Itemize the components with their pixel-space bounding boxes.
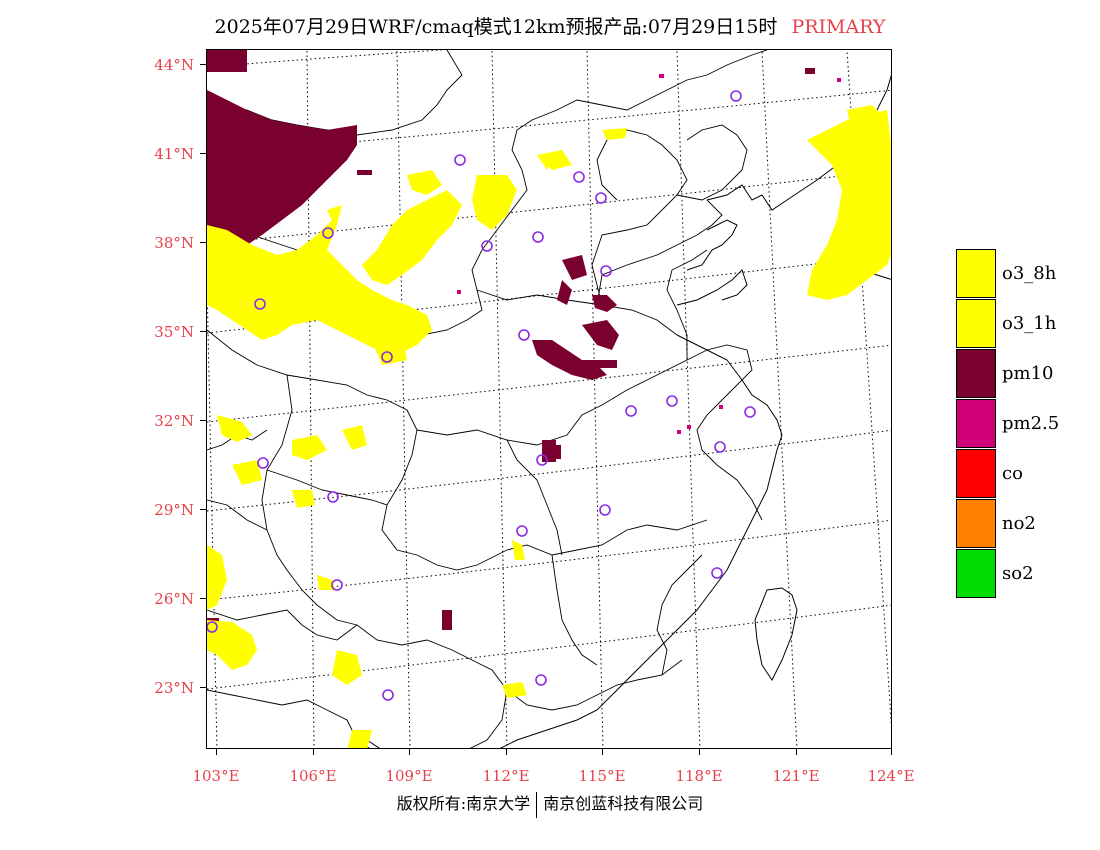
graticule (207, 50, 891, 748)
legend-label: pm10 (1002, 363, 1054, 384)
lon-tick (891, 749, 892, 755)
footer-left: 版权所有:南京大学 (396, 794, 531, 813)
lon-label-124: 124°E (867, 767, 915, 785)
legend-label: o3_8h (1002, 263, 1057, 284)
legend-swatch (956, 549, 996, 598)
lat-label-35: 35°N (154, 323, 194, 341)
pm10-regions (207, 50, 815, 630)
lon-label-118: 118°E (675, 767, 723, 785)
lat-tick (200, 331, 206, 332)
legend-swatch (956, 249, 996, 298)
lon-label-121: 121°E (772, 767, 820, 785)
footer-divider (536, 791, 538, 818)
lon-label-106: 106°E (289, 767, 337, 785)
legend-swatch (956, 499, 996, 548)
lon-tick (313, 749, 314, 755)
legend-swatch (956, 449, 996, 498)
map-area (206, 49, 892, 749)
map-svg (207, 50, 891, 748)
legend-label: co (1002, 463, 1023, 484)
lat-tick (200, 509, 206, 510)
lat-label-29: 29°N (154, 501, 194, 519)
lon-label-115: 115°E (578, 767, 626, 785)
lon-tick (506, 749, 507, 755)
lon-tick (409, 749, 410, 755)
legend-swatch (956, 399, 996, 448)
title-primary-tag: PRIMARY (791, 16, 886, 38)
lat-tick (200, 420, 206, 421)
lat-label-26: 26°N (154, 590, 194, 608)
lat-label-41: 41°N (154, 145, 194, 163)
map-title: 2025年07月29日WRF/cmaq模式12km预报产品:07月29日15时 P… (0, 12, 1100, 39)
lon-tick (796, 749, 797, 755)
lon-label-109: 109°E (385, 767, 433, 785)
lon-label-112: 112°E (482, 767, 530, 785)
legend-swatch (956, 299, 996, 348)
title-text: 2025年07月29日WRF/cmaq模式12km预报产品:07月29日15时 (214, 16, 778, 38)
lon-tick (216, 749, 217, 755)
copyright-footer: 版权所有:南京大学 南京创蓝科技有限公司 (0, 790, 1100, 818)
legend-label: o3_1h (1002, 313, 1057, 334)
lon-label-103: 103°E (192, 767, 240, 785)
lat-tick (200, 64, 206, 65)
lon-tick (602, 749, 603, 755)
legend-swatch (956, 349, 996, 398)
lat-tick (200, 153, 206, 154)
lat-tick (200, 598, 206, 599)
pm25-specks (457, 74, 841, 434)
lat-label-38: 38°N (154, 234, 194, 252)
lat-tick (200, 242, 206, 243)
legend-label: no2 (1002, 513, 1036, 534)
lat-tick (200, 687, 206, 688)
o3-regions (207, 105, 891, 748)
footer-right: 南京创蓝科技有限公司 (543, 794, 704, 813)
station-markers (207, 90, 756, 701)
lon-tick (699, 749, 700, 755)
lat-label-32: 32°N (154, 412, 194, 430)
lat-label-23: 23°N (154, 679, 194, 697)
legend-label: so2 (1002, 563, 1034, 584)
lat-label-44: 44°N (154, 56, 194, 74)
legend-label: pm2.5 (1002, 413, 1060, 434)
